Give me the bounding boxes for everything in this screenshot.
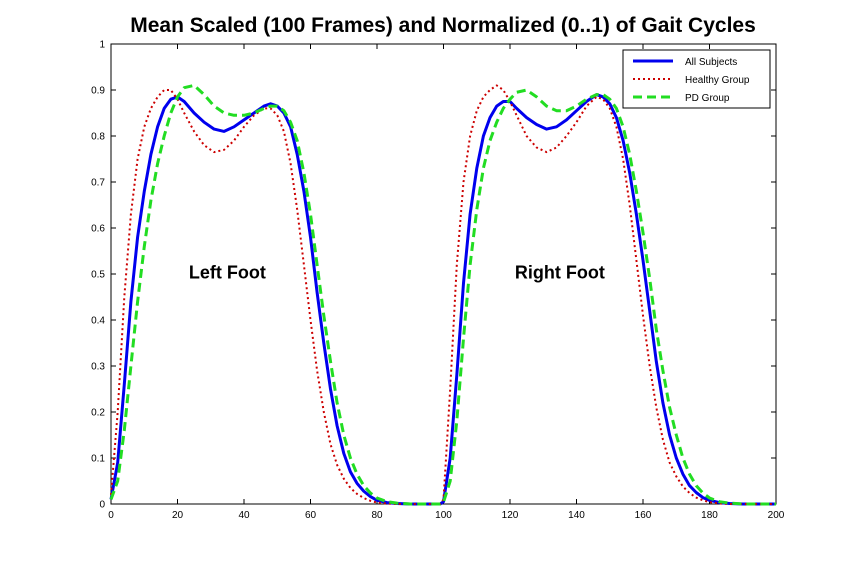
y-tick-label: 0.8 [91, 132, 105, 143]
y-tick-label: 0.4 [91, 316, 105, 327]
y-tick-label: 0 [99, 500, 105, 511]
y-tick-label: 0.5 [91, 270, 105, 281]
x-tick-label: 160 [635, 510, 652, 521]
series-lines [109, 83, 776, 506]
axes: 0 20 40 60 80 100 120 140 160 180 200 0 0.1 0.2 0.3 0.4… [91, 40, 785, 522]
y-tick-label: 0.1 [91, 454, 105, 465]
x-tick-label: 60 [305, 510, 317, 521]
x-tick-label: 120 [502, 510, 519, 521]
x-tick-label: 180 [701, 510, 718, 521]
chart-title: Mean Scaled (100 Frames) and Normalized … [130, 14, 756, 37]
x-tick-label: 0 [108, 510, 114, 521]
x-tick-label: 40 [238, 510, 250, 521]
annotation-label: Right Foot [515, 263, 605, 283]
y-tick-label: 0.6 [91, 224, 105, 235]
x-tick-label: 20 [172, 510, 184, 521]
annotation-label: Left Foot [189, 263, 266, 283]
y-tick-label: 0.3 [91, 362, 105, 373]
y-tick-label: 0.7 [91, 178, 105, 189]
x-tick-label: 140 [568, 510, 585, 521]
x-tick-label: 80 [371, 510, 383, 521]
legend-entry: All Subjects [685, 57, 737, 68]
y-tick-label: 1 [99, 40, 105, 51]
x-tick-label: 100 [435, 510, 452, 521]
legend-entry: PD Group [685, 93, 730, 104]
plot-area [110, 43, 777, 505]
x-tick-label: 200 [768, 510, 785, 521]
y-tick-label: 0.2 [91, 408, 105, 419]
legend-entry: Healthy Group [685, 75, 750, 86]
series-line-1 [109, 93, 776, 506]
series-line-3 [109, 83, 776, 506]
annotations: Left Foot Right Foot [189, 263, 605, 283]
y-tick-label: 0.9 [91, 86, 105, 97]
legend: All Subjects Healthy Group PD Group [622, 49, 771, 109]
